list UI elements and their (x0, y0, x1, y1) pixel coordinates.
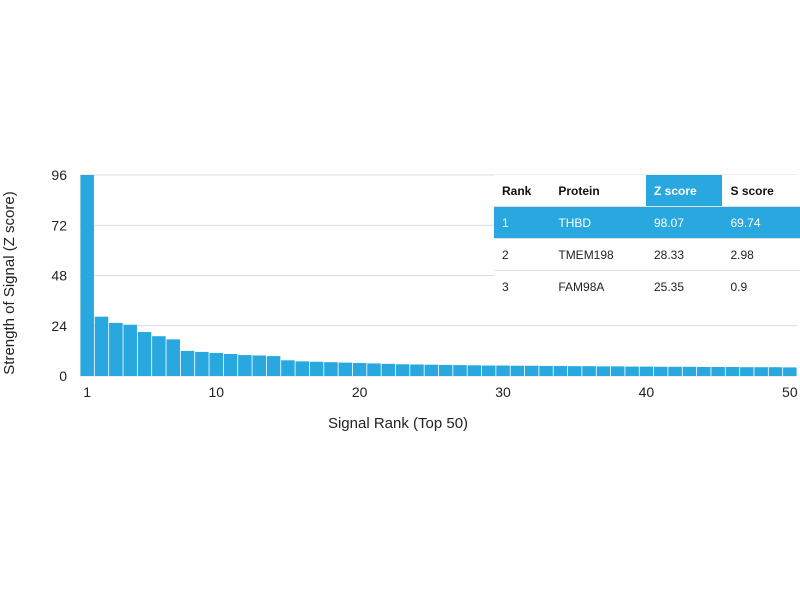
bar (238, 355, 252, 376)
x-tick-labels: 1 10 20 30 40 50 (83, 384, 798, 400)
table-cell: 98.07 (645, 206, 723, 239)
bars (80, 175, 797, 376)
bar (467, 365, 482, 376)
bar (166, 339, 180, 376)
bar (510, 365, 525, 376)
header-z-score: Z score (645, 175, 723, 207)
bar (682, 366, 697, 376)
header-rank: Rank (502, 183, 532, 198)
table-cell: FAM98A (558, 279, 605, 294)
bar (94, 316, 109, 376)
rank-table: Rank Protein Z score S score 1 THBD 98.0… (494, 175, 800, 302)
bar (109, 322, 123, 376)
table-row: 2 TMEM198 28.33 2.98 (494, 238, 800, 271)
bar (567, 366, 582, 376)
table-cell: 2.98 (730, 247, 754, 262)
x-axis-label: Signal Rank (Top 50) (328, 415, 468, 432)
y-tick-label: 96 (51, 167, 67, 183)
header-protein: Protein (558, 183, 600, 198)
bar (123, 324, 137, 376)
x-tick-label: 10 (208, 384, 224, 400)
header-s-score: S score (730, 183, 774, 198)
bar (137, 332, 152, 376)
x-tick-label: 50 (782, 384, 798, 400)
bar (668, 366, 682, 376)
table-row: 1 THBD 98.07 69.74 (494, 206, 800, 239)
table-cell: THBD (550, 206, 646, 239)
y-tick-label: 24 (51, 318, 67, 334)
bar (768, 367, 783, 376)
bar (438, 364, 453, 376)
table-cell: 2 (502, 247, 509, 262)
bar (152, 336, 166, 376)
x-tick-label: 1 (83, 384, 91, 400)
table-cell: 3 (502, 279, 509, 294)
bar (309, 361, 324, 376)
table-cell: 1 (494, 206, 551, 239)
bar (496, 365, 510, 376)
bar (453, 365, 467, 376)
bar (596, 366, 611, 376)
table-cell: TMEM198 (558, 247, 614, 262)
table-cell: 0.9 (730, 279, 748, 294)
bar (582, 366, 596, 376)
table-cell: 28.33 (653, 247, 685, 262)
y-tick-label: 72 (51, 217, 67, 233)
bar (639, 366, 654, 376)
bar (711, 366, 725, 376)
bar (180, 350, 195, 376)
bar (266, 356, 281, 376)
bar (338, 362, 353, 376)
y-tick-label: 0 (59, 368, 67, 384)
bar (697, 366, 711, 376)
bar (654, 366, 668, 376)
bar (424, 364, 439, 376)
bar (295, 361, 310, 376)
bar (725, 366, 740, 376)
y-axis-label: Strength of Signal (Z score) (1, 191, 18, 374)
bar (524, 365, 539, 376)
bar (754, 367, 768, 376)
bar (223, 354, 238, 376)
bar (367, 363, 381, 376)
y-tick-label: 48 (51, 268, 67, 284)
x-tick-label: 40 (639, 384, 655, 400)
bar (625, 366, 639, 376)
table-cell: 25.35 (653, 279, 685, 294)
table-cell: 69.74 (722, 206, 800, 239)
table-header-row: Rank Protein Z score S score (494, 175, 800, 207)
bar (481, 365, 496, 376)
bar (252, 355, 267, 376)
bar (783, 367, 797, 376)
bar (195, 351, 209, 376)
bar (553, 365, 568, 376)
bar (395, 364, 410, 376)
bar (281, 360, 295, 376)
bar (352, 363, 367, 376)
x-tick-label: 30 (495, 384, 511, 400)
bar (209, 352, 223, 376)
bar (410, 364, 424, 376)
y-tick-labels: 0 24 48 72 96 (51, 167, 67, 384)
bar (740, 367, 754, 376)
table-row: 3 FAM98A 25.35 0.9 (494, 270, 800, 303)
bar (381, 363, 396, 376)
x-tick-label: 20 (352, 384, 368, 400)
bar (324, 362, 338, 376)
bar (610, 366, 625, 376)
bar (539, 365, 553, 376)
bar (80, 175, 94, 376)
